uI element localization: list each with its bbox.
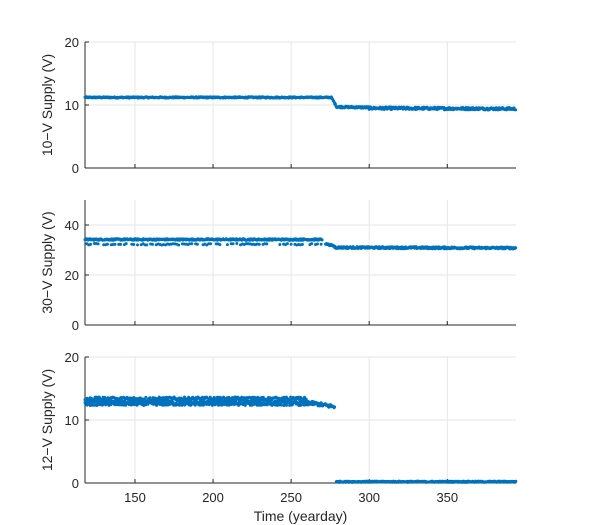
x-tick-label: 200 — [202, 490, 224, 505]
data-point — [151, 242, 154, 246]
series-points — [83, 237, 518, 251]
data-point — [300, 242, 304, 246]
data-point — [235, 242, 239, 245]
panel-1: 0 10 20 10−V Supply (V) — [39, 35, 518, 176]
data-point — [190, 242, 194, 246]
data-point — [514, 246, 518, 250]
data-point — [145, 243, 149, 247]
data-point — [265, 242, 269, 246]
data-point — [231, 242, 235, 246]
data-point — [136, 243, 139, 247]
y-tick-label: 0 — [72, 476, 79, 491]
data-point — [289, 242, 293, 246]
panel-3: 0 10 20 150 200 250 300 350 12−V Supply (V) Time … — [39, 350, 518, 524]
panel-2: 0 20 40 30−V Supply (V) — [39, 200, 518, 333]
data-point — [89, 242, 93, 246]
data-point — [144, 395, 148, 399]
data-point — [113, 242, 117, 246]
grid — [85, 41, 516, 169]
y-axis-label: 10−V Supply (V) — [39, 54, 55, 156]
data-point — [195, 242, 199, 246]
y-tick-label: 20 — [65, 35, 79, 50]
data-point — [279, 403, 283, 407]
data-point — [310, 242, 314, 246]
x-tick-label: 250 — [280, 490, 302, 505]
grid — [85, 200, 516, 326]
data-point — [119, 242, 123, 246]
data-point — [132, 243, 136, 246]
data-point — [106, 242, 109, 246]
data-point — [243, 403, 247, 407]
data-point — [124, 242, 128, 246]
x-tick-label: 300 — [358, 490, 380, 505]
x-tick-label: 150 — [124, 490, 146, 505]
data-point — [96, 242, 100, 246]
data-point — [333, 405, 337, 409]
y-tick-label: 0 — [72, 161, 79, 176]
data-point — [315, 242, 319, 246]
y-tick-label: 10 — [65, 98, 79, 113]
data-point — [514, 479, 518, 483]
y-tick-label: 10 — [65, 413, 79, 428]
data-point — [217, 403, 220, 407]
data-point — [218, 243, 222, 247]
x-tick-label: 350 — [436, 490, 458, 505]
x-axis-label: Time (yearday) — [254, 508, 348, 524]
data-point — [227, 395, 231, 399]
grid — [85, 356, 516, 484]
data-point — [285, 242, 289, 246]
data-point — [177, 243, 181, 247]
y-tick-label: 0 — [72, 318, 79, 333]
data-point — [514, 108, 518, 112]
data-point — [183, 403, 186, 407]
series-points — [83, 395, 518, 484]
data-point — [319, 242, 323, 246]
series-points — [83, 95, 518, 112]
data-point — [285, 403, 288, 407]
y-tick-label: 20 — [65, 268, 79, 283]
y-tick-label: 40 — [65, 218, 79, 233]
data-point — [225, 243, 229, 247]
data-point — [193, 403, 197, 407]
data-point — [209, 242, 213, 246]
y-axis-label: 12−V Supply (V) — [39, 369, 55, 471]
data-point — [257, 242, 261, 246]
y-tick-label: 20 — [65, 350, 79, 365]
y-axis-label: 30−V Supply (V) — [39, 211, 55, 313]
data-point — [278, 243, 282, 246]
data-point — [320, 238, 324, 242]
